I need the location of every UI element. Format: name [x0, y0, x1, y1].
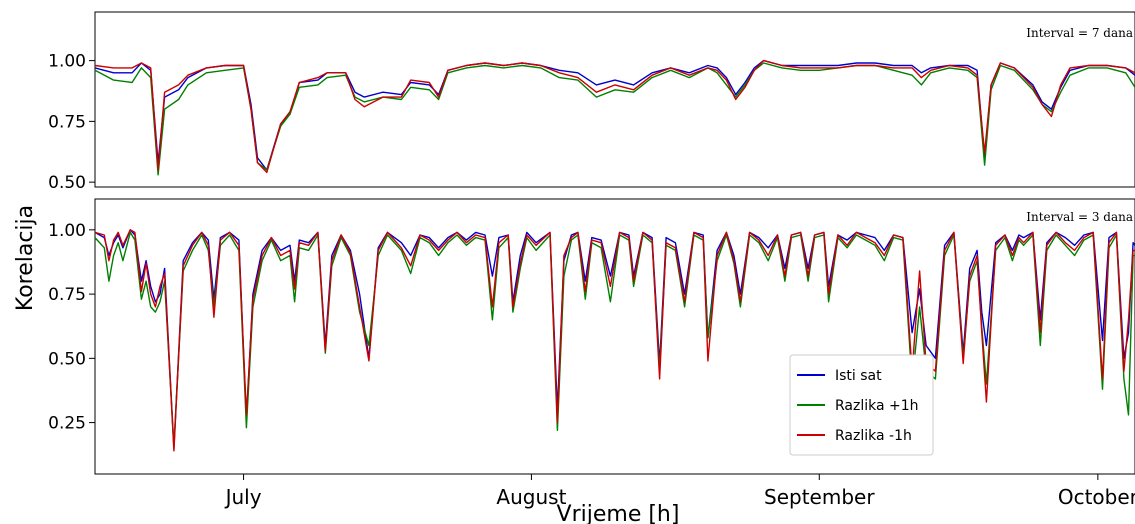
legend-entries: Isti sat Razlika +1h Razlika -1h — [797, 368, 919, 444]
x-tick-label: July — [224, 485, 262, 509]
x-tick-label: October — [1058, 485, 1135, 509]
y-tick-label: 0.25 — [48, 414, 86, 434]
series-line-isti-sat — [94, 59, 1135, 171]
x-axis-label: Vrijeme [h] — [557, 502, 680, 524]
series-lines-top — [94, 59, 1135, 176]
y-tick-label: 1.00 — [48, 52, 86, 72]
plot-frame-top — [94, 11, 1135, 188]
x-tick-label: August — [496, 485, 566, 509]
y-tick-label: 0.75 — [48, 112, 86, 132]
y-ticks-top: 1.00 0.75 0.50 — [48, 52, 95, 193]
annotation-bottom: Interval = 3 dana — [1026, 210, 1133, 224]
y-tick-label: 1.00 — [48, 221, 86, 241]
legend-label: Razlika +1h — [835, 398, 919, 414]
plot-frame-bottom — [94, 198, 1135, 475]
annotation-top: Interval = 7 dana — [1026, 26, 1133, 40]
series-line-razlika-1h — [94, 59, 1135, 174]
panel-top-interval-7: 1.00 0.75 0.50 Interval = 7 dana — [48, 11, 1135, 193]
x-ticks: July August September October — [224, 474, 1135, 509]
x-tick-label: September — [764, 485, 875, 509]
y-tick-label: 0.50 — [48, 173, 86, 193]
y-ticks-bottom: 1.00 0.75 0.50 0.25 — [48, 221, 95, 434]
y-tick-label: 0.75 — [48, 285, 86, 305]
y-tick-label: 0.50 — [48, 349, 86, 369]
legend: Isti sat Razlika +1h Razlika -1h — [789, 354, 934, 456]
panel-bottom-interval-3: 1.00 0.75 0.50 0.25 Interval = 3 dana — [48, 198, 1135, 475]
series-line-razlika-1h — [94, 229, 1135, 452]
series-line-isti-sat — [94, 229, 1135, 449]
series-lines-bottom — [94, 229, 1135, 452]
legend-box — [789, 354, 934, 456]
legend-label: Isti sat — [835, 368, 882, 384]
legend-label: Razlika -1h — [835, 428, 912, 444]
y-axis-label: Korelacija — [13, 205, 38, 311]
